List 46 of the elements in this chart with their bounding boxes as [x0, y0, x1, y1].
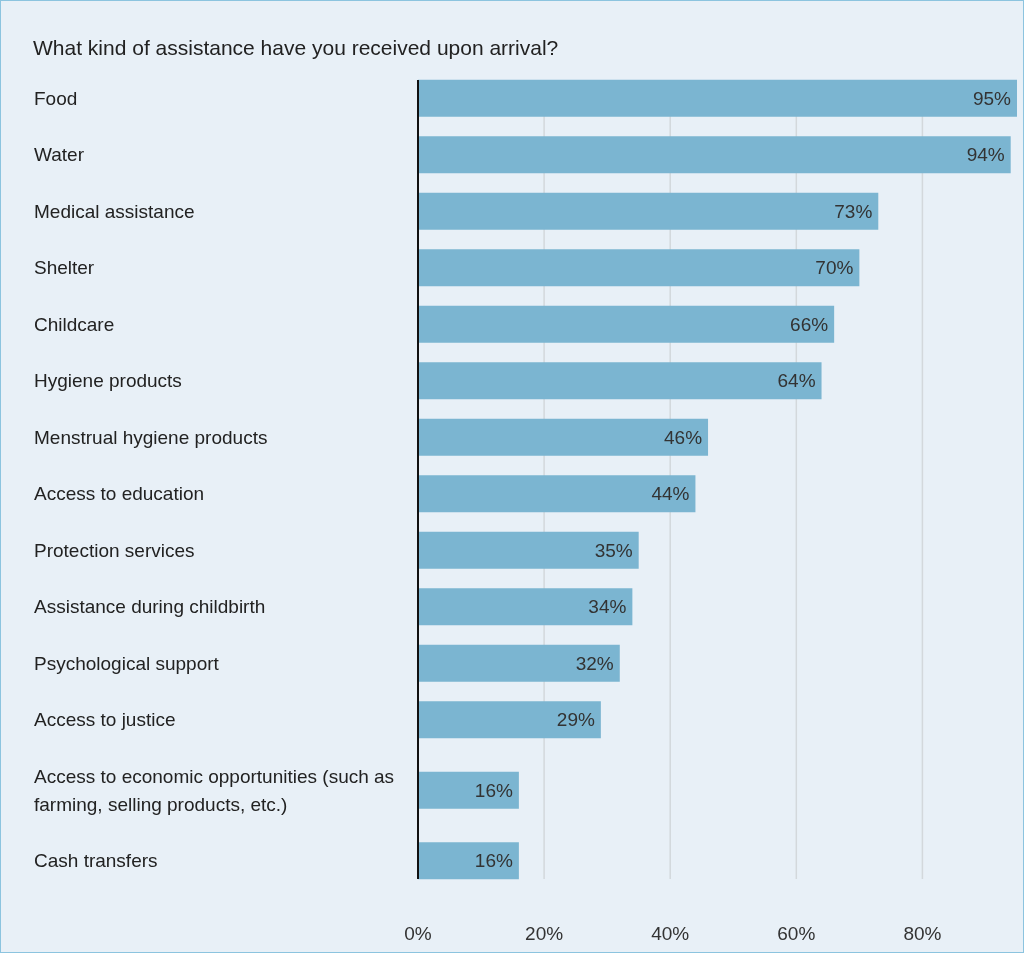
bar — [418, 701, 601, 739]
data-label: 70% — [815, 257, 854, 279]
data-label: 64% — [777, 370, 816, 392]
bar — [418, 249, 860, 287]
x-tick-label: 40% — [651, 923, 690, 944]
bar — [418, 531, 639, 569]
bar — [418, 362, 822, 400]
bar — [418, 305, 835, 343]
data-label: 66% — [790, 313, 829, 335]
data-label: 35% — [594, 539, 633, 561]
data-label: 32% — [575, 652, 614, 674]
y-tick-label: Protection services — [34, 539, 195, 561]
x-tick-label: 20% — [525, 923, 564, 944]
data-label: 34% — [588, 596, 627, 618]
data-label: 46% — [664, 426, 703, 448]
y-tick-label: Assistance during childbirth — [34, 596, 266, 618]
data-label: 73% — [834, 200, 873, 222]
data-label: 95% — [972, 87, 1012, 109]
y-tick-label: Hygiene products — [34, 370, 182, 392]
y-tick-label: Cash transfers — [34, 850, 158, 872]
data-label: 29% — [556, 709, 595, 731]
bar — [418, 192, 879, 230]
bar — [418, 79, 1017, 117]
y-tick-label: Access to justice — [34, 709, 176, 731]
data-label: 44% — [651, 483, 690, 505]
y-tick-label: Food — [34, 87, 78, 109]
y-tick-label: Medical assistance — [34, 200, 195, 222]
y-tick-label: Childcare — [34, 313, 115, 335]
y-tick-label: Psychological support — [34, 652, 220, 674]
bar — [418, 475, 696, 513]
chart-title: What kind of assistance have you received upon arrival? — [33, 36, 559, 59]
bar — [418, 588, 633, 626]
bar — [418, 644, 620, 682]
x-tick-label: 0% — [404, 923, 432, 944]
data-label: 16% — [474, 850, 513, 872]
data-label: 94% — [966, 144, 1005, 166]
y-tick-label: Water — [34, 144, 85, 166]
bar — [418, 136, 1011, 174]
y-tick-label: Shelter — [34, 257, 95, 279]
x-tick-label: 60% — [777, 923, 816, 944]
y-tick-label: Access to economic opportunities (such as farming, selling products, etc.) — [34, 765, 395, 815]
x-tick-label: 80% — [903, 923, 942, 944]
y-tick-label: Menstrual hygiene products — [34, 426, 268, 448]
y-tick-label: Access to education — [34, 483, 205, 505]
data-label: 16% — [474, 779, 513, 801]
bar — [418, 418, 709, 456]
